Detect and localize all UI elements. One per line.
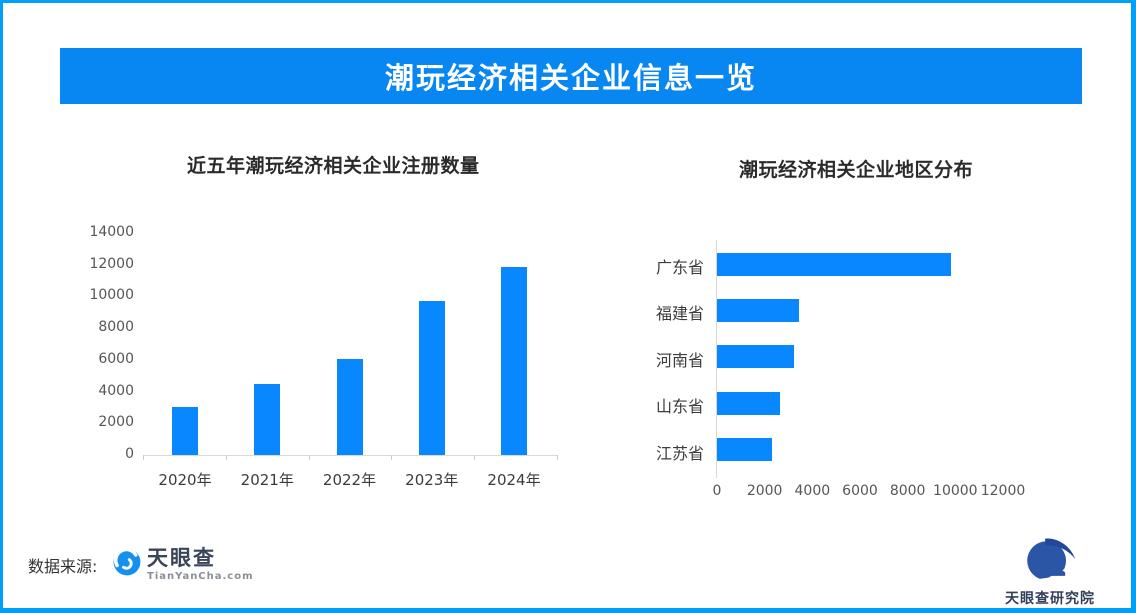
region-chart-title: 潮玩经济相关企业地区分布: [739, 159, 974, 181]
bar-2022年: [336, 359, 363, 455]
title-banner: 潮玩经济相关企业信息一览: [60, 48, 1082, 104]
bar-福建省: [717, 298, 800, 322]
x-category-label: 2024年: [487, 471, 541, 489]
frame-border-left: [0, 0, 3, 613]
y-tick-label: 8000: [98, 319, 134, 336]
x-tick-label: 0: [712, 483, 722, 499]
bar-2024年: [501, 267, 527, 455]
bar-2021年: [254, 384, 281, 455]
y-category-label: 福建省: [655, 304, 704, 324]
x-axis-tick: [143, 455, 144, 460]
bar-山东省: [717, 391, 781, 415]
y-tick-label: 6000: [98, 350, 134, 367]
x-axis-line: [143, 455, 557, 456]
research-institute-logo: 天眼查研究院: [1000, 537, 1100, 608]
x-axis-tick: [474, 455, 476, 460]
research-institute-icon: [1024, 537, 1077, 581]
x-tick-label: 2000: [746, 483, 783, 499]
page-title: 潮玩经济相关企业信息一览: [384, 61, 757, 95]
tianyancha-logo-domain: TianYanCha.com: [147, 571, 254, 582]
y-tick-label: 2000: [98, 414, 134, 431]
y-axis-line: [716, 240, 717, 478]
y-tick-label: 14000: [89, 224, 134, 240]
tianyancha-logo-name: 天眼查: [147, 546, 216, 570]
bar-江苏省: [717, 438, 772, 462]
bar-2023年: [418, 301, 445, 455]
x-axis-tick: [308, 455, 310, 460]
y-tick-label: 10000: [89, 287, 134, 304]
x-category-label: 2021年: [240, 471, 294, 489]
bar-2020年: [172, 407, 198, 455]
y-tick-label: 12000: [89, 255, 134, 272]
x-category-label: 2020年: [158, 471, 212, 489]
x-tick-label: 12000: [980, 483, 1026, 499]
data-source-label: 数据来源:: [28, 557, 98, 576]
x-axis-tick: [225, 455, 227, 460]
research-institute-name: 天眼查研究院: [1005, 591, 1095, 607]
x-tick-label: 6000: [842, 483, 878, 499]
registration-chart-title: 近五年潮玩经济相关企业注册数量: [187, 155, 480, 177]
y-tick-label: 0: [125, 446, 134, 462]
x-axis-tick: [391, 455, 393, 460]
x-tick-label: 8000: [889, 483, 926, 499]
y-category-label: 河南省: [655, 350, 704, 370]
bar-河南省: [717, 345, 795, 369]
tianyancha-eye-icon: [113, 548, 141, 576]
x-category-label: 2023年: [405, 471, 459, 489]
x-category-label: 2022年: [322, 471, 377, 489]
tianyancha-logo: 天眼查 TianYanCha.com: [113, 548, 254, 582]
y-tick-label: 4000: [98, 382, 134, 399]
x-tick-label: 10000: [933, 483, 978, 499]
x-tick-label: 4000: [794, 483, 831, 499]
tianyancha-logo-text-block: 天眼查 TianYanCha.com: [147, 548, 254, 582]
y-category-label: 山东省: [655, 397, 704, 417]
y-category-label: 江苏省: [655, 443, 704, 463]
frame-border-top: [0, 0, 1136, 3]
x-axis-tick: [557, 455, 558, 460]
frame-border-right: [1131, 0, 1136, 613]
y-category-label: 广东省: [655, 258, 704, 277]
frame-border-bottom: [0, 608, 1136, 613]
bar-广东省: [717, 252, 951, 276]
